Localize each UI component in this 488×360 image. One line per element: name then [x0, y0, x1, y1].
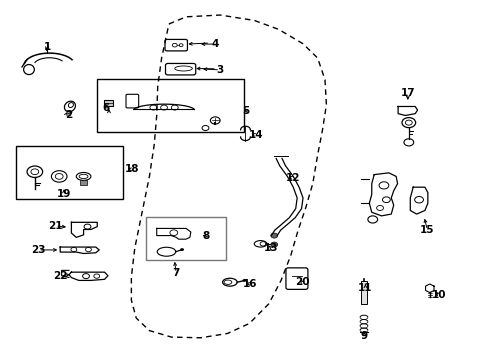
- Text: 7: 7: [172, 268, 180, 278]
- Text: 16: 16: [243, 279, 257, 289]
- Text: 5: 5: [242, 106, 249, 116]
- Bar: [104, 100, 113, 106]
- Text: 11: 11: [357, 283, 372, 293]
- Text: 4: 4: [211, 39, 219, 49]
- Text: 9: 9: [360, 331, 367, 341]
- Circle shape: [270, 233, 277, 238]
- Circle shape: [242, 279, 246, 282]
- Bar: [360, 282, 366, 304]
- Text: 18: 18: [125, 164, 139, 174]
- Text: 13: 13: [264, 243, 278, 253]
- Text: 2: 2: [65, 111, 72, 121]
- Text: 6: 6: [102, 103, 109, 113]
- Text: 20: 20: [294, 277, 308, 287]
- Text: 17: 17: [400, 88, 414, 98]
- Text: 14: 14: [248, 130, 263, 140]
- Text: 8: 8: [203, 231, 210, 240]
- Text: 15: 15: [419, 225, 434, 235]
- Bar: [80, 180, 86, 185]
- Text: 22: 22: [53, 271, 67, 281]
- Circle shape: [180, 248, 183, 251]
- Text: 1: 1: [43, 42, 51, 51]
- Text: 3: 3: [216, 65, 224, 75]
- Circle shape: [270, 242, 277, 247]
- Text: 23: 23: [31, 245, 45, 255]
- Text: 10: 10: [431, 291, 446, 301]
- Bar: [146, 217, 226, 260]
- Bar: [16, 146, 122, 199]
- Text: 12: 12: [285, 173, 300, 183]
- Bar: [97, 78, 243, 132]
- Text: 21: 21: [48, 221, 62, 231]
- Text: 19: 19: [57, 189, 71, 199]
